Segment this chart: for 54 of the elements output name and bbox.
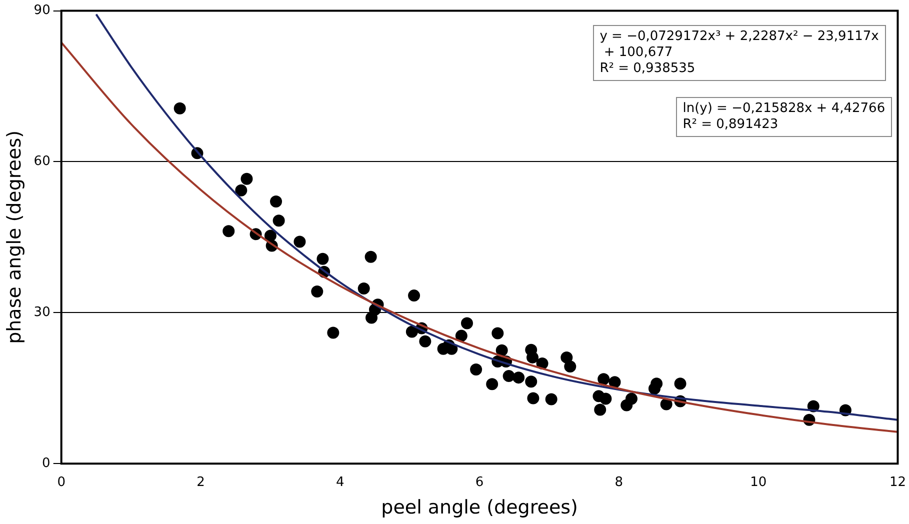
x-tick-label: 4: [336, 474, 344, 490]
x-tick-label: 0: [57, 474, 66, 490]
point: [620, 399, 633, 412]
point: [560, 351, 573, 364]
point: [235, 184, 248, 196]
x-tick-label: 2: [196, 474, 205, 490]
point: [419, 335, 432, 348]
y-tick-label: 60: [34, 154, 50, 170]
point: [240, 172, 253, 185]
point: [496, 344, 508, 356]
point: [600, 392, 612, 405]
point: [222, 225, 235, 238]
point: [364, 250, 377, 263]
point: [264, 230, 276, 242]
point: [598, 373, 610, 386]
point: [316, 252, 329, 265]
point: [545, 393, 558, 406]
point: [408, 290, 420, 302]
point: [527, 392, 540, 404]
point: [327, 326, 340, 339]
point: [366, 312, 378, 324]
point: [674, 378, 686, 390]
y-tick-label: 0: [42, 456, 50, 471]
point: [455, 330, 468, 342]
y-axis-title: phase angle (degrees): [3, 130, 26, 344]
point: [660, 398, 672, 410]
x-tick-label: 8: [614, 474, 624, 490]
annotation: ln(y) = −0,215828x + 4,42766 R² = 0,891423: [676, 96, 892, 137]
x-axis-title: peel angle (degrees): [381, 496, 578, 519]
point: [648, 382, 660, 395]
point: [526, 351, 539, 364]
point: [358, 282, 370, 295]
x-tick-label: 6: [475, 474, 484, 490]
point: [594, 404, 606, 416]
point: [470, 364, 482, 376]
point: [174, 102, 186, 114]
point: [486, 378, 498, 390]
x-tick-label: 12: [889, 474, 906, 490]
point: [311, 286, 324, 298]
y-tick-label: 90: [34, 3, 50, 18]
point: [294, 236, 306, 248]
annotation: y = −0,0729172x³ + 2,2287x² − 23,9117x + 100,677 R² = 0,938535: [592, 24, 886, 81]
point: [564, 360, 576, 372]
y-tick-label: 30: [34, 305, 50, 320]
x-tick-label: 10: [750, 474, 767, 490]
point: [525, 376, 538, 388]
point: [492, 327, 504, 340]
point: [270, 195, 282, 208]
point: [406, 326, 418, 338]
point: [608, 376, 621, 388]
point: [460, 317, 473, 330]
point: [272, 214, 285, 227]
point: [512, 372, 525, 384]
point: [502, 370, 515, 382]
